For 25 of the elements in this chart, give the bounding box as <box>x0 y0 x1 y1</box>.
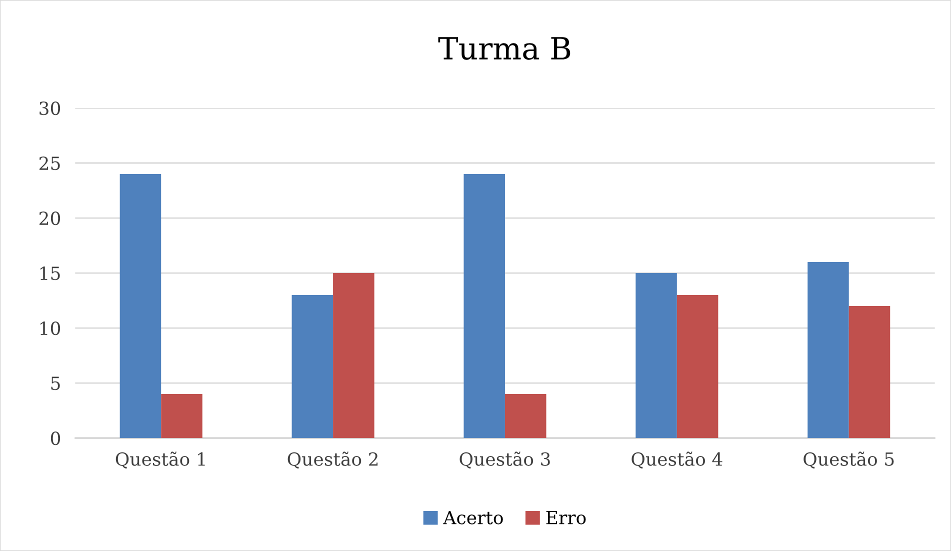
bar <box>464 174 505 438</box>
y-tick-label: 10 <box>40 321 60 336</box>
y-tick-label: 30 <box>40 101 60 116</box>
x-tick-label: Questão 5 <box>804 452 894 469</box>
bar <box>333 273 374 438</box>
legend-label: Acerto <box>443 510 503 524</box>
y-tick-label: 5 <box>51 376 60 390</box>
legend-label: Erro <box>546 510 586 524</box>
bar <box>504 394 546 438</box>
x-tick-label: Questão 3 <box>460 452 550 469</box>
bar <box>676 295 718 438</box>
bar <box>808 262 849 438</box>
bar <box>636 273 677 438</box>
y-tick-label: 0 <box>50 432 60 446</box>
x-tick-label: Questão 1 <box>116 452 205 469</box>
x-tick-label: Questão 4 <box>632 452 722 469</box>
chart-title: Turma B <box>438 37 570 60</box>
y-tick-label: 15 <box>40 266 60 280</box>
bar <box>848 306 890 438</box>
y-tick-label: 20 <box>39 211 60 226</box>
bar <box>120 174 162 438</box>
y-tick-label: 25 <box>39 156 60 170</box>
bar <box>161 394 202 438</box>
bar <box>292 295 334 438</box>
x-tick-label: Questão 2 <box>288 452 378 469</box>
